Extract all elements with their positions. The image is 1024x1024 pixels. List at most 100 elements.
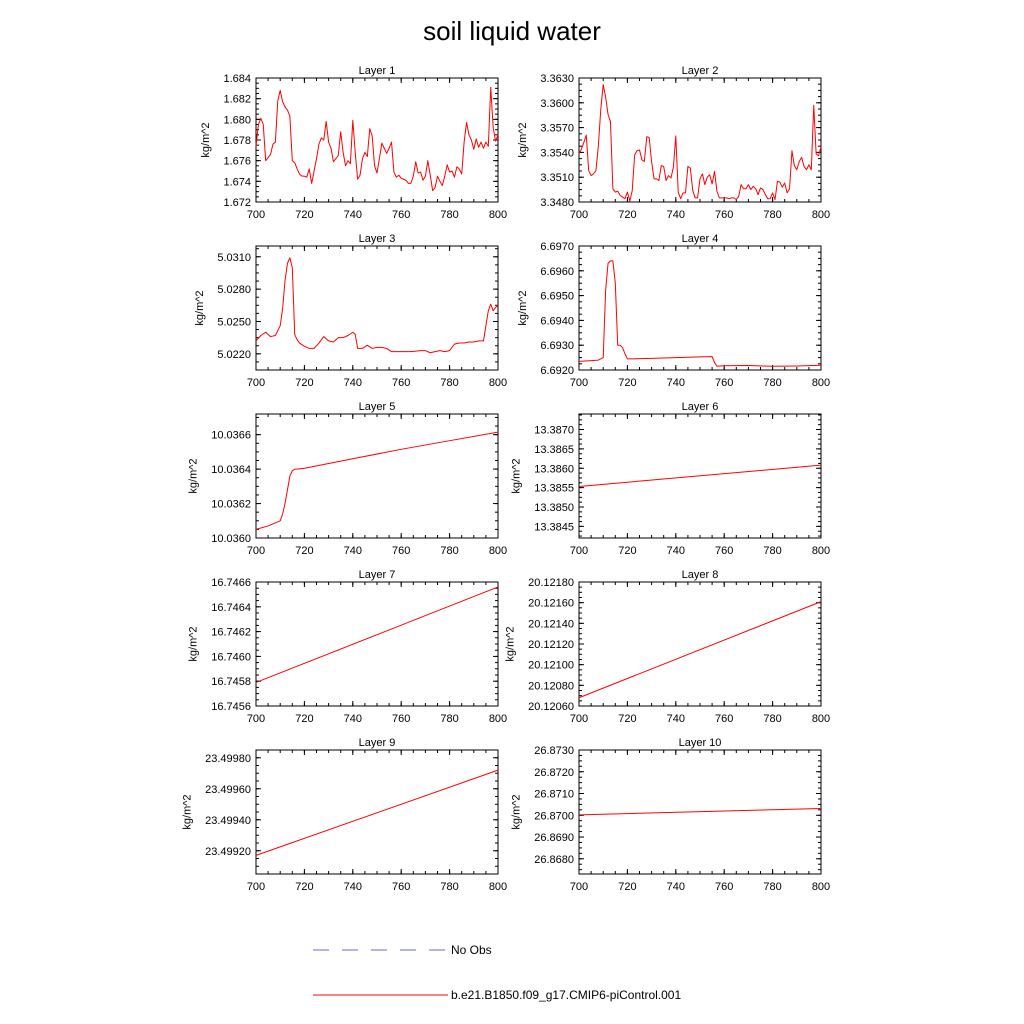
y-tick-label: 3.3510 xyxy=(540,172,574,184)
panel-title: Layer 4 xyxy=(682,233,719,245)
y-tick-label: 20.12080 xyxy=(528,680,574,692)
x-tick-label: 780 xyxy=(440,545,458,557)
panel-title: Layer 3 xyxy=(359,233,396,245)
y-tick-label: 26.8680 xyxy=(534,854,574,866)
series-line-layer-1 xyxy=(255,86,499,192)
y-tick-label: 13.3850 xyxy=(534,502,574,514)
x-tick-label: 760 xyxy=(715,209,733,221)
x-tick-label: 720 xyxy=(618,881,636,893)
y-tick-label: 10.0364 xyxy=(211,464,251,476)
x-tick-label: 760 xyxy=(715,377,733,389)
x-tick-label: 740 xyxy=(667,209,685,221)
panel-title: Layer 5 xyxy=(359,401,396,413)
x-tick-label: 740 xyxy=(344,209,362,221)
x-tick-label: 700 xyxy=(247,881,265,893)
plot-frame xyxy=(578,245,822,371)
y-tick-label: 6.6930 xyxy=(540,340,574,352)
panel-layer-9: Layer 9 700 720 740 760 780 800 23.49920 23.4994… xyxy=(181,737,507,893)
y-tick-label: 1.676 xyxy=(223,156,251,168)
x-tick-label: 740 xyxy=(667,545,685,557)
x-tick-label: 720 xyxy=(295,713,313,725)
y-tick-label: 5.0280 xyxy=(217,284,251,296)
y-tick-label: 3.3600 xyxy=(540,98,574,110)
y-tick-label: 3.3480 xyxy=(540,197,574,209)
panel-layer-4: Layer 4 700 720 740 760 780 800 6.6920 6.6930 6.6… xyxy=(517,233,830,389)
x-tick-label: 800 xyxy=(489,377,507,389)
plot-frame xyxy=(255,581,499,707)
y-tick-label: 20.12160 xyxy=(528,598,574,610)
y-tick-label: 23.49960 xyxy=(205,784,251,796)
x-tick-label: 800 xyxy=(489,209,507,221)
panel-layer-7: Layer 7 700 720 740 760 780 800 16.7456 16.7458 1… xyxy=(188,569,508,725)
x-tick-label: 700 xyxy=(247,545,265,557)
panel-layer-5: Layer 5 700 720 740 760 780 800 10.0360 10.0362 1… xyxy=(188,401,508,557)
panel-title: Layer 2 xyxy=(682,65,719,77)
x-tick-label: 720 xyxy=(618,209,636,221)
y-tick-label: 5.0250 xyxy=(217,316,251,328)
x-tick-label: 780 xyxy=(763,377,781,389)
y-tick-label: 13.3865 xyxy=(534,444,574,456)
y-tick-label: 1.682 xyxy=(223,94,251,106)
x-tick-label: 700 xyxy=(570,209,588,221)
y-tick-label: 13.3860 xyxy=(534,463,574,475)
y-axis-label: kg/m^2 xyxy=(181,794,193,829)
x-tick-label: 780 xyxy=(763,881,781,893)
x-tick-label: 780 xyxy=(763,545,781,557)
x-tick-label: 720 xyxy=(295,377,313,389)
x-tick-label: 780 xyxy=(440,881,458,893)
y-tick-label: 20.12120 xyxy=(528,639,574,651)
y-tick-label: 16.7458 xyxy=(211,676,251,688)
x-tick-label: 740 xyxy=(344,377,362,389)
x-tick-label: 760 xyxy=(715,713,733,725)
x-tick-label: 700 xyxy=(570,545,588,557)
series-line-layer-8 xyxy=(578,601,822,699)
y-tick-label: 6.6950 xyxy=(540,291,574,303)
panel-layer-6: Layer 6 700 720 740 760 780 800 13.3845 13.3850 1… xyxy=(511,401,831,557)
y-tick-label: 1.674 xyxy=(223,176,251,188)
x-tick-label: 720 xyxy=(295,545,313,557)
y-axis-label: kg/m^2 xyxy=(194,290,206,325)
panel-layer-10: Layer 10 700 720 740 760 780 800 26.8680 26.8690… xyxy=(511,737,831,893)
x-tick-label: 700 xyxy=(247,209,265,221)
x-tick-label: 760 xyxy=(715,881,733,893)
panels-container: Layer 1 700 720 740 760 780 800 1.672 1.674 1.676… xyxy=(181,65,830,893)
series-line-layer-10 xyxy=(578,808,822,816)
x-tick-label: 780 xyxy=(440,209,458,221)
x-tick-label: 740 xyxy=(667,881,685,893)
x-tick-label: 700 xyxy=(247,377,265,389)
x-tick-label: 720 xyxy=(618,545,636,557)
y-tick-label: 6.6970 xyxy=(540,241,574,253)
y-tick-label: 23.49940 xyxy=(205,815,251,827)
panel-title: Layer 10 xyxy=(679,737,722,749)
legend-label-no-obs: No Obs xyxy=(451,943,492,957)
y-axis-label: kg/m^2 xyxy=(200,122,212,157)
x-tick-label: 800 xyxy=(812,209,830,221)
series-line-layer-6 xyxy=(578,464,822,487)
x-tick-label: 800 xyxy=(812,545,830,557)
panel-layer-3: Layer 3 700 720 740 760 780 800 5.0220 5.0250 5.0… xyxy=(194,233,507,389)
y-tick-label: 20.12140 xyxy=(528,618,574,630)
panel-layer-1: Layer 1 700 720 740 760 780 800 1.672 1.674 1.676… xyxy=(200,65,507,221)
y-tick-label: 23.49920 xyxy=(205,846,251,858)
y-tick-label: 1.678 xyxy=(223,135,251,147)
y-tick-label: 16.7464 xyxy=(211,602,251,614)
x-tick-label: 740 xyxy=(344,545,362,557)
x-tick-label: 780 xyxy=(763,713,781,725)
x-tick-label: 700 xyxy=(570,377,588,389)
plot-frame xyxy=(255,245,499,371)
y-tick-label: 16.7466 xyxy=(211,577,251,589)
panel-title: Layer 1 xyxy=(359,65,396,77)
y-tick-label: 20.12180 xyxy=(528,577,574,589)
x-tick-label: 760 xyxy=(392,377,410,389)
series-line-layer-5 xyxy=(255,431,499,530)
x-tick-label: 720 xyxy=(618,377,636,389)
y-axis-label: kg/m^2 xyxy=(511,458,523,493)
x-tick-label: 760 xyxy=(392,545,410,557)
x-tick-label: 720 xyxy=(295,881,313,893)
x-tick-label: 700 xyxy=(247,713,265,725)
y-tick-label: 16.7462 xyxy=(211,627,251,639)
y-tick-label: 5.0220 xyxy=(217,349,251,361)
x-tick-label: 760 xyxy=(715,545,733,557)
legend-label-model: b.e21.B1850.f09_g17.CMIP6-piControl.001 xyxy=(451,988,681,1002)
y-tick-label: 26.8700 xyxy=(534,810,574,822)
